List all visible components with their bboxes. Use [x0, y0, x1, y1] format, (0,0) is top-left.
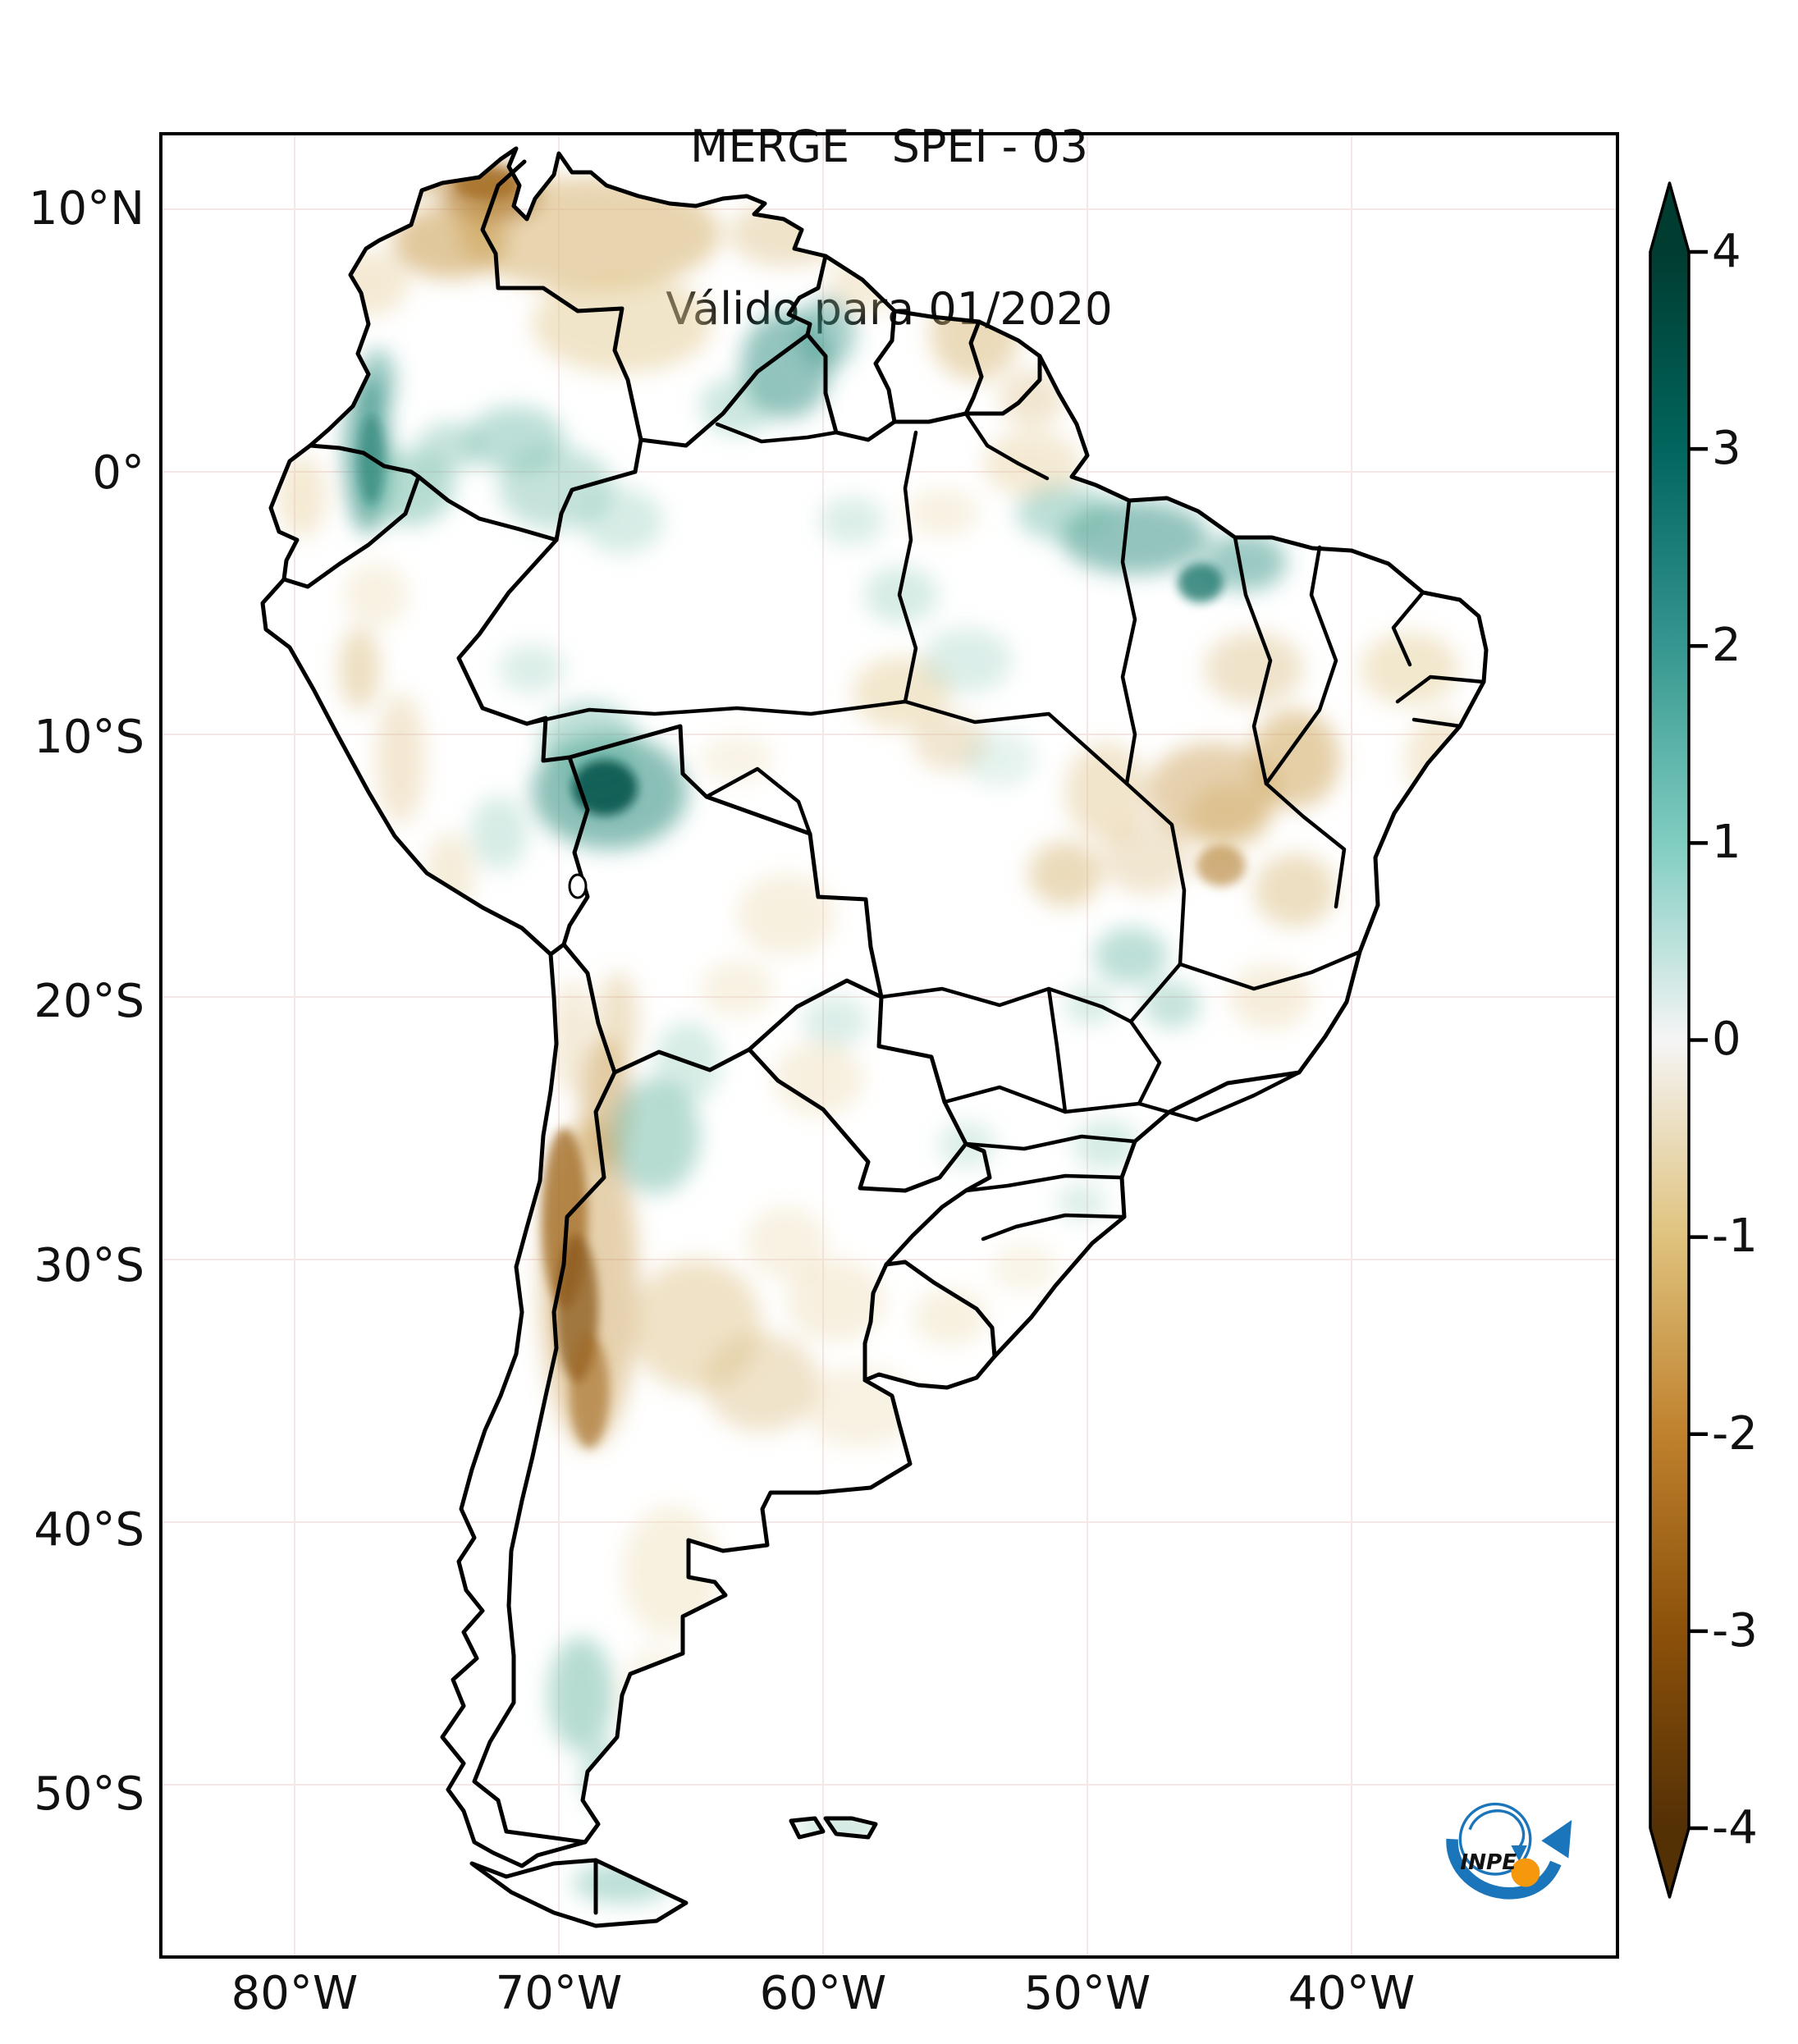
colorbar-gradient-bar	[1649, 181, 1690, 1899]
y-tick-10s: 10°S	[34, 711, 144, 764]
inpe-logo: INPE	[1446, 1802, 1572, 1900]
inpe-arrow-icon	[1541, 1820, 1572, 1859]
coastline	[260, 146, 1489, 1928]
y-tick-20s: 20°S	[34, 975, 144, 1028]
inpe-orange-dot-icon	[1511, 1858, 1540, 1887]
cb-label-2: 2	[1712, 619, 1741, 672]
colorbar	[1649, 181, 1708, 1899]
x-tick-70w: 70°W	[495, 1967, 623, 2020]
y-tick-40s: 40°S	[34, 1503, 144, 1557]
state-borders	[524, 411, 1486, 1241]
y-tick-0: 0°	[92, 446, 144, 500]
cb-label-4: 4	[1712, 225, 1741, 278]
inpe-small-arrow-icon	[1511, 1845, 1527, 1862]
south-america-map	[162, 135, 1616, 1955]
spei-anomaly-blobs	[277, 152, 1480, 1904]
x-tick-50w: 50°W	[1023, 1967, 1151, 2020]
cb-label-m2: -2	[1712, 1407, 1758, 1461]
inpe-orbit-icon	[1458, 1802, 1532, 1876]
y-tick-50s: 50°S	[34, 1767, 144, 1821]
x-tick-60w: 60°W	[759, 1967, 887, 2020]
y-tick-30s: 30°S	[34, 1239, 144, 1292]
inpe-swoosh-icon	[1446, 1838, 1562, 1900]
cb-label-3: 3	[1712, 422, 1741, 475]
colorbar-tick-marks	[1689, 249, 1708, 1831]
map-frame	[159, 132, 1619, 1959]
country-borders	[281, 159, 1042, 1915]
cb-label-0: 0	[1712, 1013, 1741, 1066]
spei-intense-cores	[359, 167, 1246, 1448]
cb-label-m3: -3	[1712, 1604, 1758, 1658]
cb-label-m1: -1	[1712, 1209, 1758, 1263]
cb-label-m4: -4	[1712, 1801, 1758, 1854]
inpe-logo-text: INPE	[1460, 1850, 1517, 1875]
inpe-spiral-icon	[1468, 1809, 1526, 1849]
lake-titicaca	[568, 873, 588, 899]
x-tick-80w: 80°W	[231, 1967, 359, 2020]
cb-label-1: 1	[1712, 816, 1741, 869]
graticule	[162, 135, 1616, 1955]
x-tick-40w: 40°W	[1288, 1967, 1416, 2020]
y-tick-10n: 10°N	[28, 182, 144, 235]
